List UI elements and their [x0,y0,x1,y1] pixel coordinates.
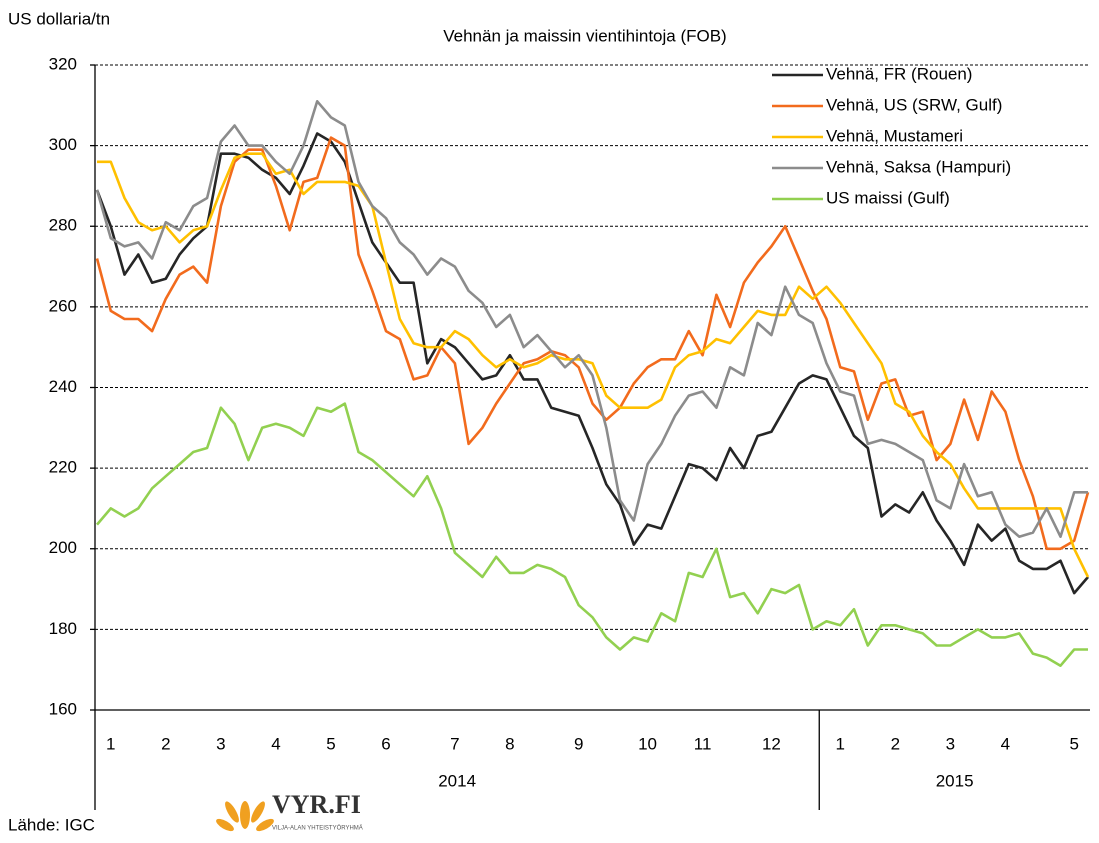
x-tick-label: 11 [694,734,712,753]
y-axis-label: US dollaria/tn [8,9,110,28]
year-label: 2015 [936,771,974,790]
x-tick-label: 8 [505,734,514,753]
y-tick-label: 320 [49,54,77,73]
logo-text: VYR.FI [272,790,361,819]
chart-title: Vehnän ja maissin vientihintoja (FOB) [443,26,726,45]
y-tick-label: 280 [49,216,77,235]
x-tick-label: 3 [946,734,955,753]
x-tick-label: 1 [106,734,115,753]
series-line [95,100,1088,538]
legend-label: Vehnä, US (SRW, Gulf) [826,95,1002,114]
legend-label: US maissi (Gulf) [826,188,950,207]
year-label: 2014 [438,771,476,790]
y-tick-label: 200 [49,538,77,557]
x-tick-label: 10 [638,734,657,753]
x-tick-label: 7 [450,734,459,753]
series-line [96,402,1088,667]
x-tick-label: 1 [836,734,845,753]
x-tick-label: 12 [762,734,781,753]
legend-label: Vehnä, Mustameri [826,126,963,145]
y-tick-label: 300 [49,135,77,154]
y-tick-label: 160 [49,699,77,718]
y-tick-label: 240 [49,377,77,396]
x-tick-label: 5 [1070,734,1079,753]
x-tick-label: 5 [326,734,335,753]
x-tick-label: 9 [574,734,583,753]
series-line [95,136,1090,551]
logo-icon [216,801,274,832]
x-tick-label: 3 [216,734,225,753]
y-tick-label: 260 [49,296,77,315]
series-line [95,132,1089,595]
series-line [97,152,1090,578]
x-tick-label: 6 [381,734,390,753]
x-tick-label: 4 [271,734,280,753]
logo-subtext: VILJA-ALAN YHTEISTYÖRYHMÄ [272,825,363,832]
x-tick-label: 2 [161,734,170,753]
x-tick-label: 2 [891,734,900,753]
legend-label: Vehnä, FR (Rouen) [826,64,972,83]
y-tick-label: 180 [49,619,77,638]
legend-label: Vehnä, Saksa (Hampuri) [826,157,1011,176]
y-tick-label: 220 [49,458,77,477]
source: Lähde: IGC [8,815,95,834]
x-tick-label: 4 [1001,734,1010,753]
